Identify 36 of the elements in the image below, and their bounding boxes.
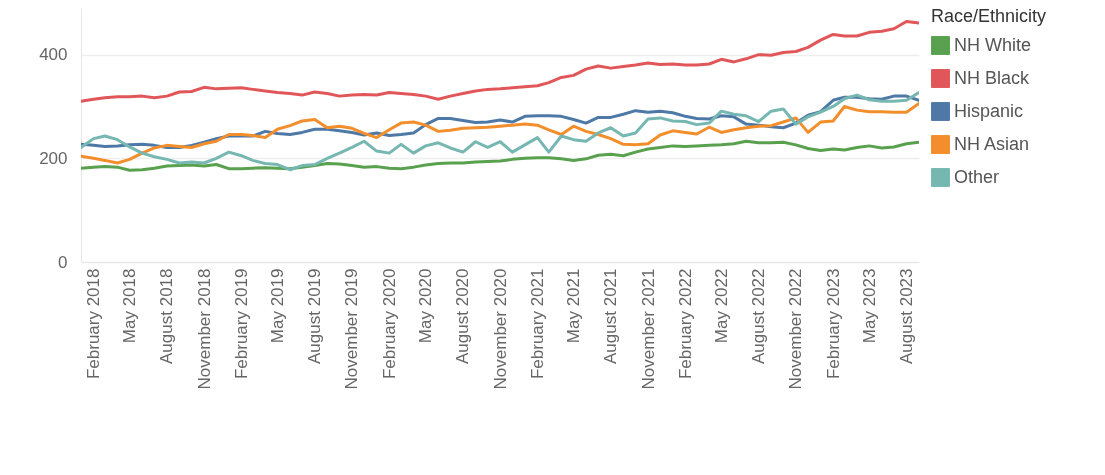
- x-tick-label: February 2023: [823, 268, 843, 380]
- line-series: [81, 90, 919, 172]
- legend-label: Other: [954, 166, 1000, 187]
- x-tick-label: August 2021: [601, 268, 621, 364]
- legend-label: NH White: [954, 34, 1032, 55]
- line-series: [81, 101, 919, 165]
- x-tick-label: August 2020: [453, 268, 473, 364]
- x-tick-label: February 2020: [379, 268, 399, 380]
- x-tick-label: February 2018: [84, 268, 104, 380]
- x-tick-label: August 2019: [305, 268, 325, 364]
- x-tick-label: May 2021: [564, 268, 584, 344]
- x-tick-label: May 2023: [859, 268, 879, 344]
- x-tick-label: May 2018: [120, 268, 140, 344]
- y-tick-label: 400: [39, 45, 68, 65]
- x-tick-label: November 2022: [786, 268, 806, 390]
- legend-label: NH Asian: [954, 133, 1030, 154]
- y-tick-label: 0: [58, 252, 68, 272]
- x-tick-label: November 2018: [194, 268, 214, 390]
- x-tick-label: May 2022: [711, 268, 731, 344]
- x-tick-label: May 2019: [267, 268, 287, 344]
- x-tick-label: February 2022: [675, 268, 695, 380]
- x-tick-label: August 2022: [749, 268, 769, 364]
- x-tick-label: August 2018: [157, 268, 177, 364]
- legend-title: Race/Ethnicity: [931, 6, 1047, 26]
- line-series: [81, 19, 919, 103]
- legend-label: Hispanic: [954, 100, 1024, 121]
- x-tick-label: November 2021: [638, 268, 658, 390]
- x-tick-label: February 2019: [231, 268, 251, 380]
- x-tick-label: May 2020: [416, 268, 436, 344]
- x-tick-label: August 2023: [896, 268, 916, 364]
- x-tick-label: February 2021: [527, 268, 547, 380]
- y-tick-label: 200: [39, 148, 68, 168]
- legend-label: NH Black: [954, 67, 1031, 88]
- x-tick-label: November 2019: [342, 268, 362, 390]
- x-tick-label: November 2020: [490, 268, 510, 390]
- line-series: [81, 139, 919, 172]
